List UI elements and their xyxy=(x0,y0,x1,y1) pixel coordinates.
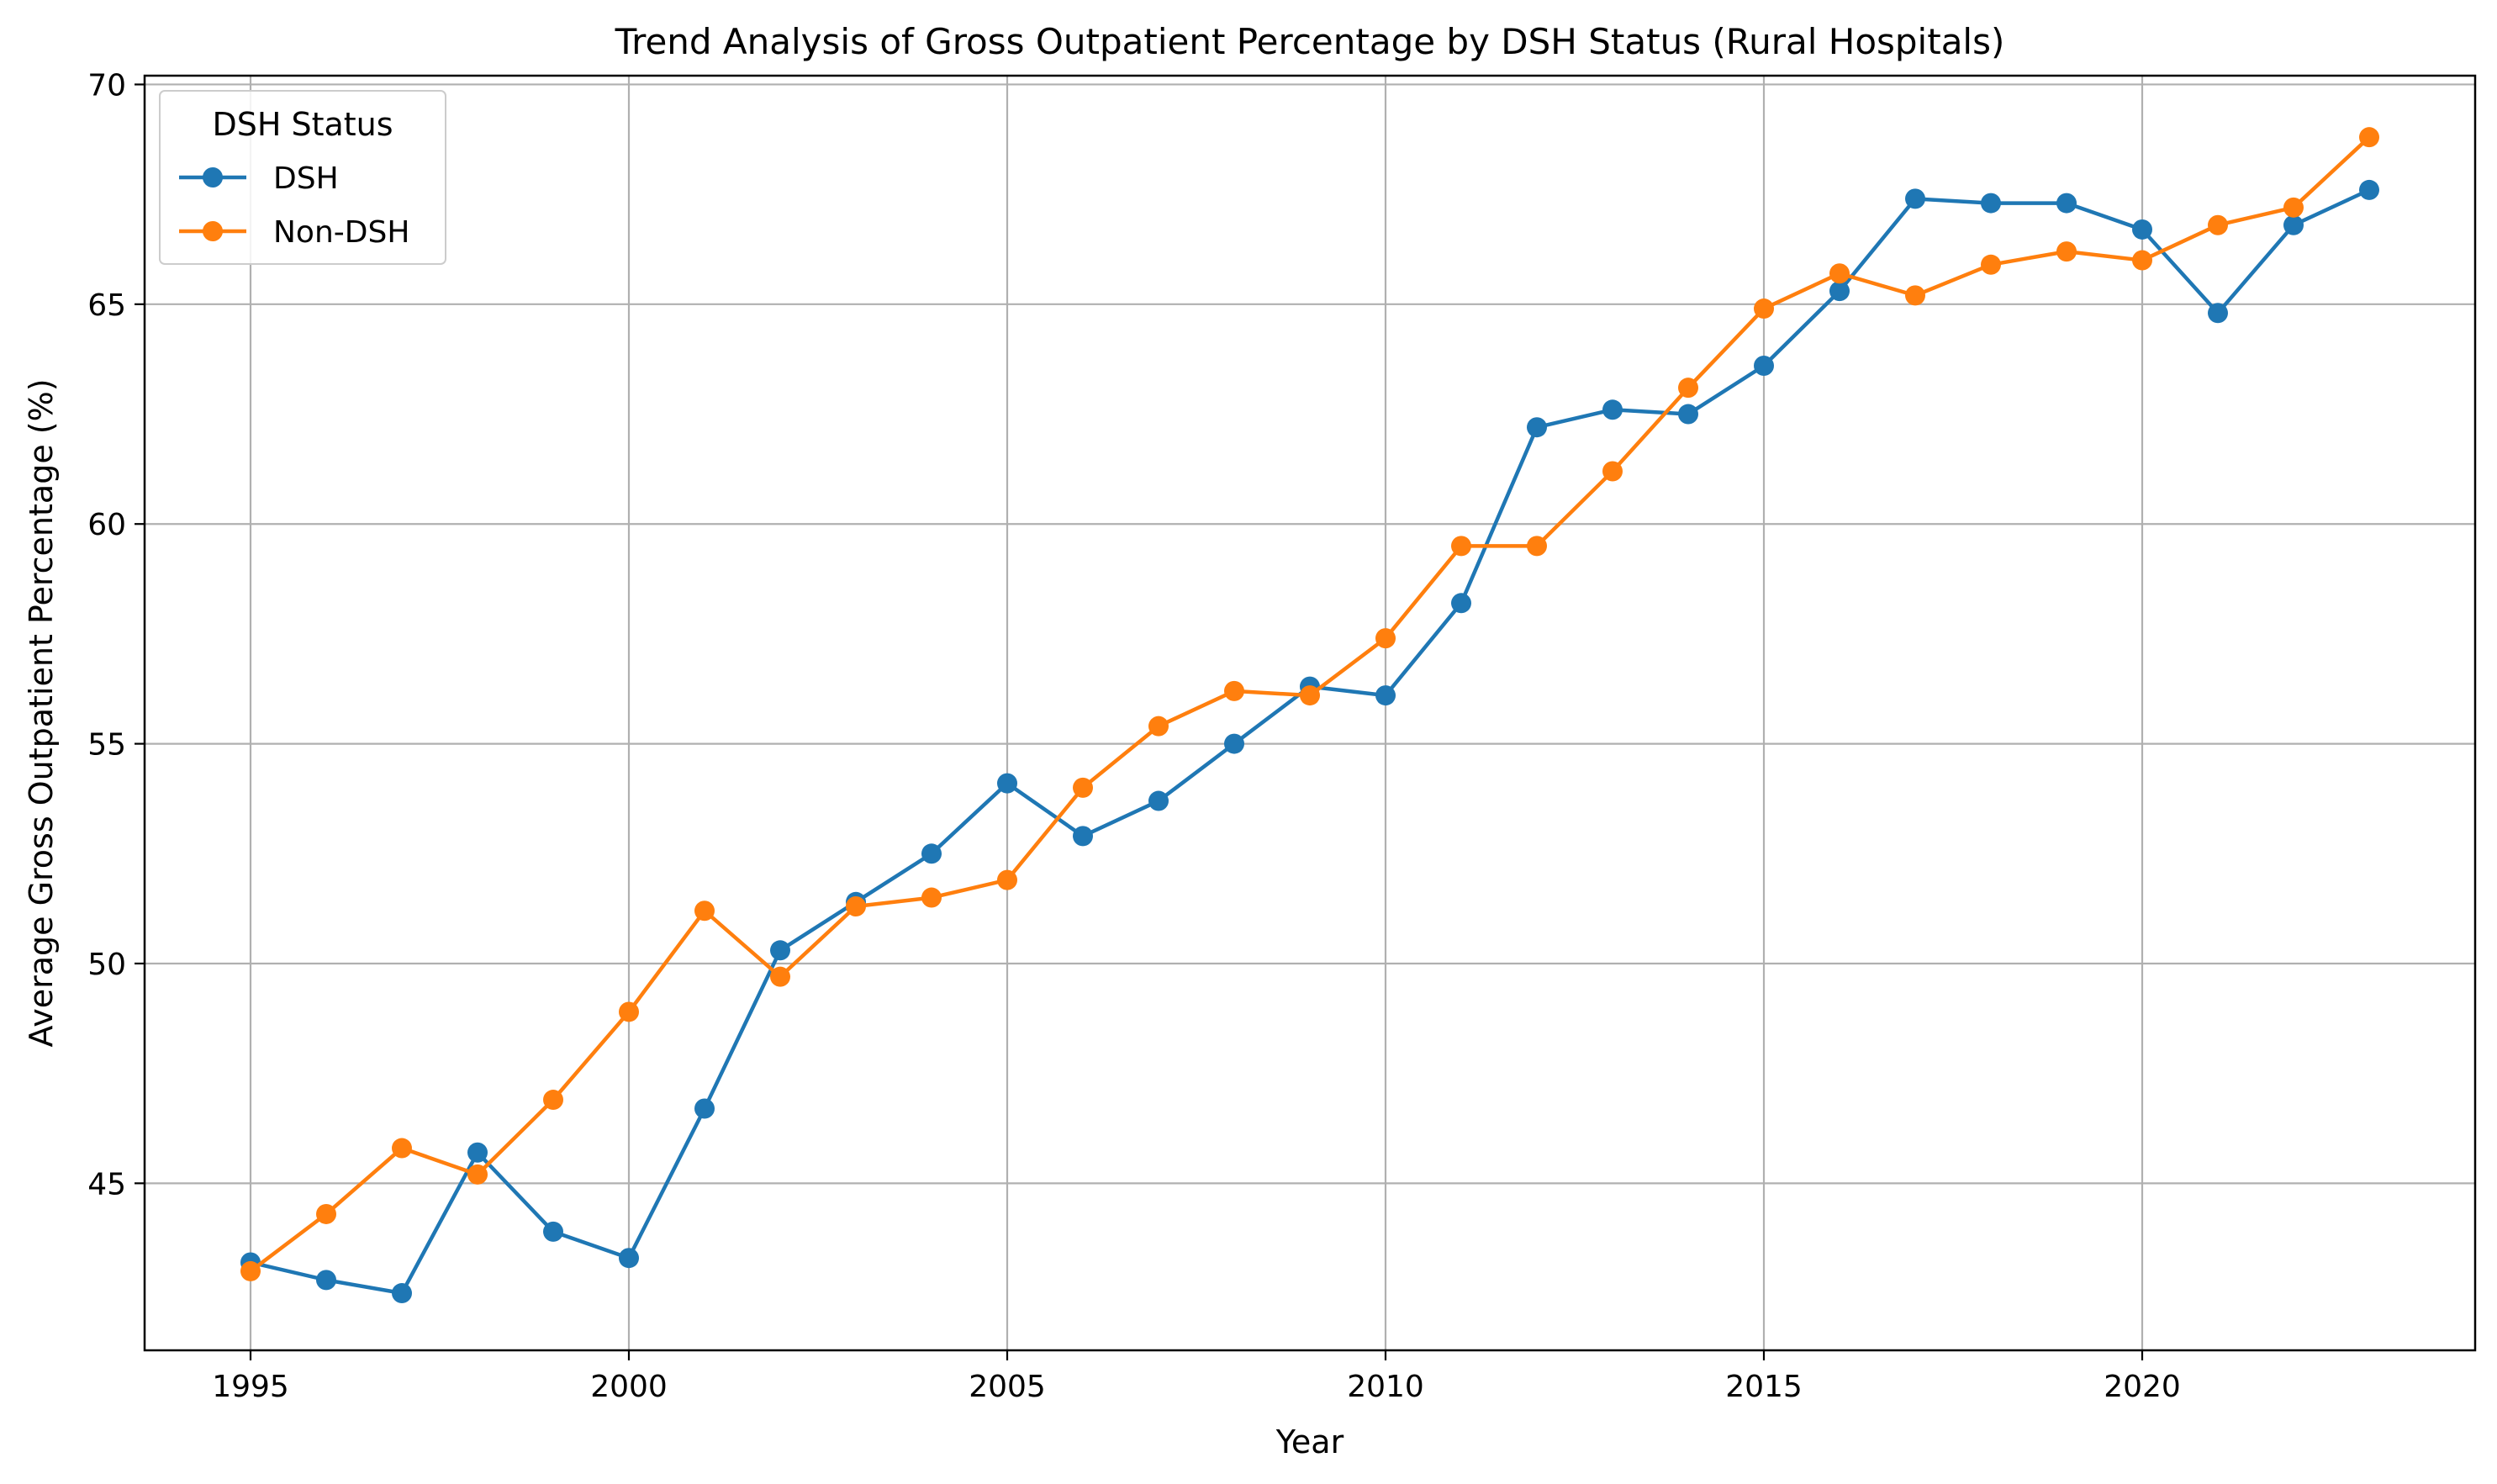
x-tick-label: 2015 xyxy=(1725,1370,1803,1404)
data-point-dsh xyxy=(1829,281,1850,302)
data-point-dsh xyxy=(2056,193,2077,214)
data-point-dsh xyxy=(997,773,1017,794)
data-point-dsh xyxy=(467,1142,488,1163)
data-point-non-dsh xyxy=(2359,127,2379,148)
data-point-non-dsh xyxy=(1224,680,1244,701)
y-tick-label: 65 xyxy=(87,288,126,323)
data-point-non-dsh xyxy=(1527,536,1547,557)
plot-area-frame xyxy=(143,74,2477,1352)
data-point-non-dsh xyxy=(846,896,866,917)
series-layer xyxy=(240,127,2379,1304)
data-point-non-dsh xyxy=(392,1138,412,1159)
data-point-non-dsh xyxy=(1148,716,1169,737)
data-point-dsh xyxy=(770,940,790,961)
data-point-dsh xyxy=(2132,219,2152,240)
data-point-non-dsh xyxy=(619,1001,639,1022)
data-point-non-dsh xyxy=(1602,461,1623,482)
data-point-dsh xyxy=(543,1221,563,1242)
data-point-non-dsh xyxy=(770,966,790,987)
legend-label: DSH xyxy=(273,161,339,196)
data-point-dsh xyxy=(694,1098,715,1119)
data-point-dsh xyxy=(1375,685,1396,706)
x-axis: 1995 2000 2005 2010 2015 2020 xyxy=(212,1350,2181,1404)
data-point-non-dsh xyxy=(1375,628,1396,649)
data-point-dsh xyxy=(1754,356,1774,377)
legend: DSH Status DSH Non-DSH xyxy=(159,90,446,265)
x-tick-label: 2020 xyxy=(2104,1370,2181,1404)
x-tick-label: 2005 xyxy=(969,1370,1046,1404)
legend-label: Non-DSH xyxy=(273,215,409,250)
data-point-dsh xyxy=(619,1248,639,1269)
legend-swatch-marker xyxy=(203,221,223,241)
data-point-non-dsh xyxy=(694,900,715,922)
data-point-dsh xyxy=(2359,179,2379,200)
data-point-dsh xyxy=(921,843,942,864)
data-point-non-dsh xyxy=(1300,685,1320,706)
legend-item-dsh: DSH xyxy=(179,161,339,196)
y-tick-label: 60 xyxy=(87,508,126,542)
data-point-non-dsh xyxy=(2132,250,2152,271)
data-point-dsh xyxy=(1451,593,1471,614)
data-point-dsh xyxy=(1224,733,1244,754)
x-tick-label: 2010 xyxy=(1347,1370,1424,1404)
y-tick-label: 55 xyxy=(87,728,126,763)
data-point-non-dsh xyxy=(2208,214,2228,235)
y-tick-label: 50 xyxy=(87,948,126,982)
data-point-non-dsh xyxy=(316,1203,336,1224)
data-point-non-dsh xyxy=(240,1260,261,1281)
data-point-dsh xyxy=(392,1283,412,1304)
data-point-non-dsh xyxy=(997,869,1017,890)
data-point-non-dsh xyxy=(1754,298,1774,320)
y-axis: 45 50 55 60 65 70 xyxy=(87,68,145,1201)
legend-box xyxy=(159,90,446,265)
y-tick-label: 70 xyxy=(87,68,126,103)
series-non-dsh xyxy=(240,127,2379,1281)
data-point-non-dsh xyxy=(2056,241,2077,262)
legend-swatch-marker xyxy=(203,167,223,187)
legend-title: DSH Status xyxy=(212,106,393,143)
y-axis-label: Average Gross Outpatient Percentage (%) xyxy=(23,378,60,1047)
data-point-dsh xyxy=(1073,826,1093,847)
data-point-non-dsh xyxy=(1905,285,1925,306)
grid-lines xyxy=(145,76,2475,1350)
data-point-dsh xyxy=(1602,399,1623,420)
data-point-dsh xyxy=(1678,404,1698,425)
data-point-dsh xyxy=(1148,790,1169,811)
data-point-dsh xyxy=(316,1270,336,1291)
chart-title: Trend Analysis of Gross Outpatient Perce… xyxy=(615,21,2005,62)
data-point-dsh xyxy=(2283,214,2304,235)
data-point-non-dsh xyxy=(543,1090,563,1111)
x-axis-label: Year xyxy=(1275,1423,1344,1460)
legend-item-non-dsh: Non-DSH xyxy=(179,215,409,250)
data-point-non-dsh xyxy=(921,887,942,908)
data-point-non-dsh xyxy=(467,1164,488,1185)
data-point-dsh xyxy=(1527,417,1547,438)
data-point-non-dsh xyxy=(1981,254,2001,275)
data-point-dsh xyxy=(2208,303,2228,324)
y-tick-label: 45 xyxy=(87,1167,126,1201)
data-point-dsh xyxy=(1981,193,2001,214)
data-point-non-dsh xyxy=(2283,197,2304,218)
data-point-dsh xyxy=(1905,188,1925,209)
data-point-non-dsh xyxy=(1829,263,1850,284)
x-tick-label: 2000 xyxy=(590,1370,668,1404)
data-point-non-dsh xyxy=(1451,536,1471,557)
data-point-non-dsh xyxy=(1678,378,1698,399)
data-point-non-dsh xyxy=(1073,777,1093,798)
x-tick-label: 1995 xyxy=(212,1370,289,1404)
